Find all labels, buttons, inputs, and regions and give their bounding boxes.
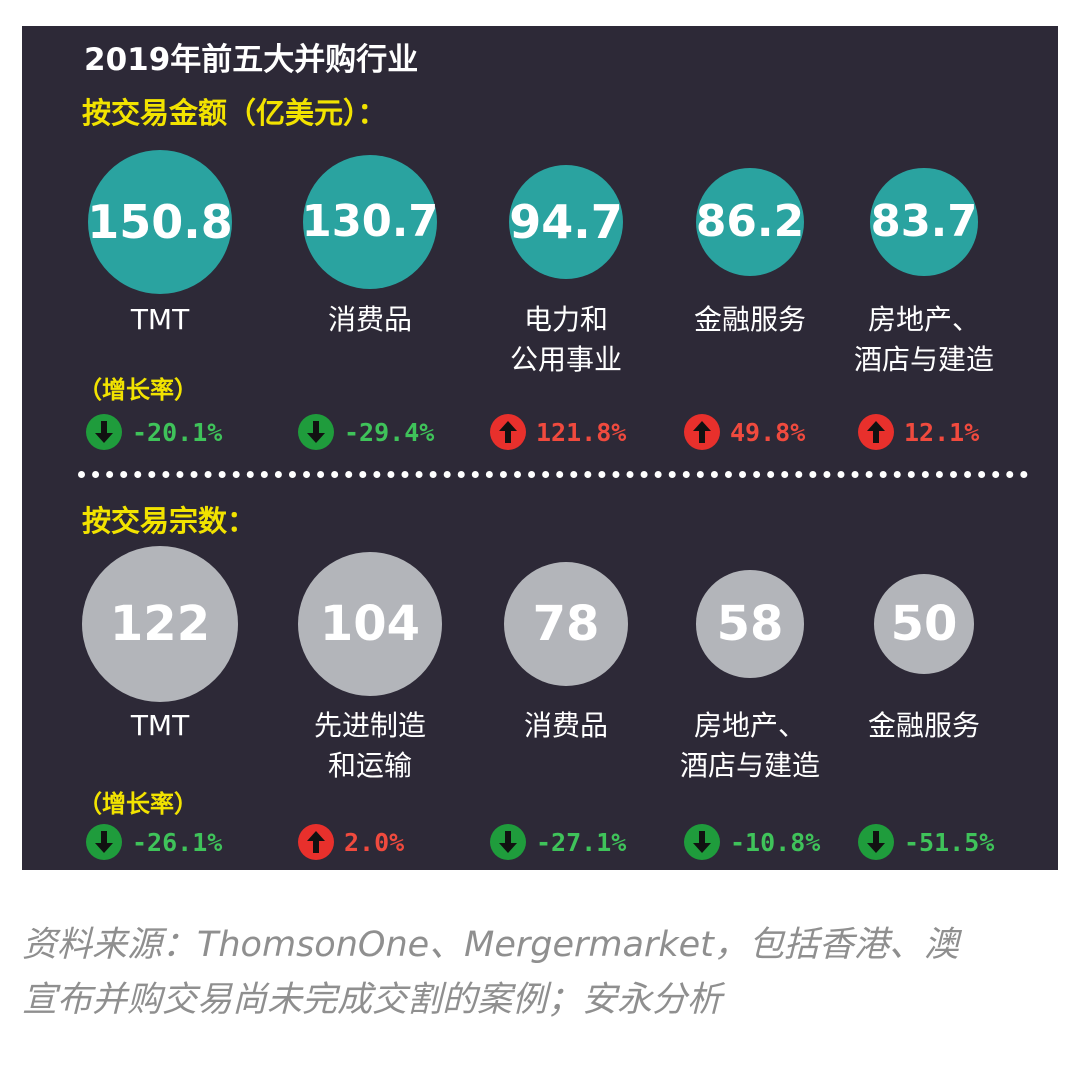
arrow-down-icon	[684, 824, 720, 860]
category-label: 先进制造 和运输	[313, 709, 426, 782]
category-label: TMT	[130, 709, 190, 742]
bubble-value-label: 86.2	[695, 196, 805, 248]
bubble-count-2: 78	[503, 561, 629, 687]
bubble-count-4: 50	[874, 574, 974, 674]
bubble-value-3: 86.2	[695, 167, 805, 277]
growth-rate: -20.1%	[86, 414, 222, 450]
arrow-up-icon	[490, 414, 526, 450]
source-note-line-1: 资料来源：ThomsonOne、Mergermarket，包括香港、澳	[22, 925, 959, 965]
growth-rate: 49.8%	[684, 414, 805, 450]
growth-rate-label: 121.8%	[536, 417, 627, 447]
arrow-down-icon	[86, 824, 122, 860]
growth-rate-label: -29.4%	[344, 417, 435, 447]
bubble-count-1: 104	[297, 551, 442, 696]
bubble-value-label: 58	[716, 595, 784, 652]
growth-rate: 2.0%	[298, 824, 404, 860]
arrow-up-icon	[298, 824, 334, 860]
count-section-heading: 按交易宗数：	[82, 504, 257, 538]
chart-title: 2019年前五大并购行业	[84, 42, 419, 78]
category-label: TMT	[130, 303, 190, 336]
growth-rate-label: -26.1%	[132, 827, 223, 857]
bubble-value-4: 83.7	[870, 168, 978, 276]
bubble-value-label: 50	[890, 595, 958, 652]
bubble-count-3: 58	[696, 570, 804, 678]
arrow-down-icon	[86, 414, 122, 450]
arrow-down-icon	[490, 824, 526, 860]
growth-rate: 121.8%	[490, 414, 626, 450]
bubble-value-0: 150.8	[87, 150, 233, 294]
bubble-value-label: 122	[109, 596, 211, 652]
value-growth-heading: （增长率）	[78, 376, 198, 404]
growth-rate-label: -10.8%	[730, 827, 821, 857]
category-label: 消费品	[523, 709, 608, 742]
bubble-value-label: 150.8	[87, 195, 233, 249]
growth-rate: -10.8%	[684, 824, 820, 860]
growth-rate: 12.1%	[858, 414, 979, 450]
category-label: 金融服务	[693, 303, 806, 336]
arrow-up-icon	[858, 414, 894, 450]
category-label: 房地产、 酒店与建造	[679, 709, 820, 782]
growth-rate-label: -51.5%	[904, 827, 995, 857]
bubble-count-0: 122	[82, 546, 238, 702]
growth-rate-label: -27.1%	[536, 827, 627, 857]
growth-rate-label: -20.1%	[132, 417, 223, 447]
bubble-value-label: 83.7	[870, 196, 978, 247]
bubble-value-label: 130.7	[301, 196, 439, 247]
growth-rate-label: 12.1%	[904, 417, 980, 447]
bubble-value-label: 78	[532, 595, 600, 652]
bubble-value-2: 94.7	[508, 164, 624, 280]
growth-rate: -26.1%	[86, 824, 222, 860]
arrow-down-icon	[298, 414, 334, 450]
arrow-down-icon	[858, 824, 894, 860]
bubble-value-label: 94.7	[509, 194, 623, 249]
arrow-up-icon	[684, 414, 720, 450]
bubble-value-label: 104	[319, 595, 421, 652]
growth-rate: -29.4%	[298, 414, 434, 450]
section-divider	[78, 471, 1028, 478]
bubble-value-1: 130.7	[301, 154, 439, 290]
growth-rate: -27.1%	[490, 824, 626, 860]
category-label: 电力和 公用事业	[509, 303, 622, 376]
category-label: 房地产、 酒店与建造	[853, 303, 994, 376]
source-note-line-2: 宣布并购交易尚未完成交割的案例；安永分析	[22, 980, 723, 1020]
growth-rate-label: 49.8%	[730, 417, 806, 447]
category-label: 金融服务	[867, 709, 980, 742]
growth-rate: -51.5%	[858, 824, 994, 860]
value-section-heading: 按交易金额（亿美元）：	[82, 96, 387, 130]
growth-rate-label: 2.0%	[344, 827, 405, 857]
count-growth-heading: （增长率）	[78, 790, 198, 818]
category-label: 消费品	[327, 303, 412, 336]
